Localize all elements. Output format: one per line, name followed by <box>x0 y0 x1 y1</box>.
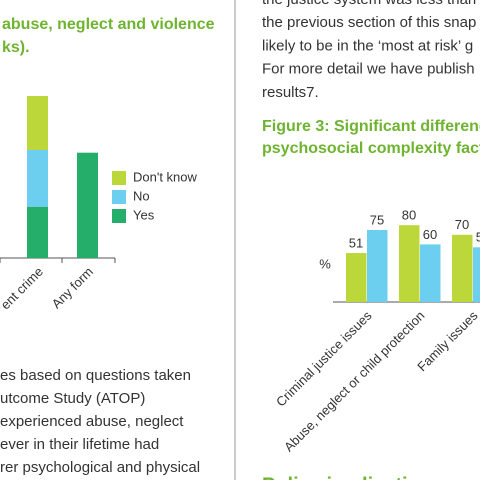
paragraph-line: results7. <box>262 84 319 101</box>
legend-label: Yes <box>133 207 155 222</box>
paragraph-line: the justice system was less than <box>262 0 476 8</box>
legend-label: Don't know <box>133 169 198 184</box>
value-label: 60 <box>423 227 437 242</box>
paragraph-line: the previous section of this snap <box>262 14 476 31</box>
heading: ks). <box>2 39 30 56</box>
bar <box>420 244 441 302</box>
paragraph-line: utcome Study (ATOP) <box>0 390 145 407</box>
y-axis-label: % <box>319 256 331 271</box>
value-label: 57 <box>476 230 480 245</box>
legend-swatch <box>112 209 126 223</box>
legend-swatch <box>112 171 126 185</box>
bar <box>367 230 388 302</box>
figure-title: psychosocial complexity factors <box>262 140 480 157</box>
paragraph-line: rer psychological and physical <box>0 459 200 476</box>
value-label: 51 <box>349 235 363 250</box>
bar-segment <box>27 96 48 150</box>
bar <box>473 247 480 302</box>
paragraph-line: likely to be in the ‘most at risk’ g <box>262 37 473 54</box>
bar-segment <box>27 206 48 258</box>
paragraph-line: experienced abuse, neglect <box>0 413 184 430</box>
section-heading: Policy implications <box>262 474 443 480</box>
heading: abuse, neglect and violence <box>2 16 215 33</box>
figure-title: Figure 3: Significant difference <box>262 118 480 135</box>
bar <box>452 234 473 302</box>
paragraph-line: For more detail we have publish <box>262 61 475 78</box>
value-label: 80 <box>402 208 416 223</box>
bar <box>399 225 420 302</box>
legend-label: No <box>133 188 150 203</box>
paragraph-line: es based on questions taken <box>0 367 191 384</box>
value-label: 75 <box>370 212 384 227</box>
bar-segment <box>27 150 48 207</box>
legend-swatch <box>112 190 126 204</box>
paragraph-line: ever in their lifetime had <box>0 436 159 453</box>
bar <box>346 253 367 302</box>
value-label: 70 <box>455 217 469 232</box>
bar-segment <box>77 152 98 258</box>
